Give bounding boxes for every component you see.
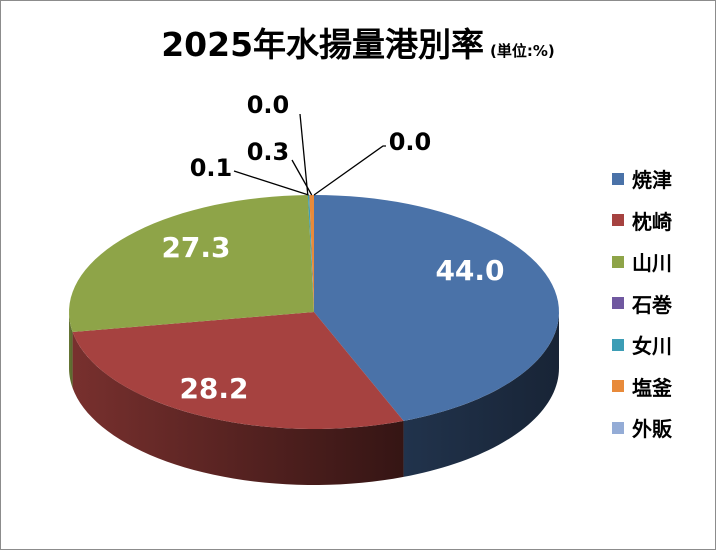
legend-label: 塩釜: [632, 375, 672, 400]
data-label-2: 28.2: [179, 372, 248, 405]
legend: 焼津枕崎山川石巻女川塩釜外販: [612, 158, 712, 449]
chart-unit-label: (単位:%): [490, 42, 555, 60]
legend-swatch: [612, 421, 624, 434]
legend-label: 山川: [632, 251, 672, 276]
legend-item: 石巻: [612, 283, 712, 325]
data-label-4: 0.0: [247, 91, 290, 119]
data-label-5: 0.1: [190, 154, 233, 182]
data-label-6: 0.3: [247, 138, 290, 166]
leader-line-5: [233, 170, 309, 196]
legend-swatch: [612, 172, 624, 185]
data-labels: 44.0 28.2 27.3 0.0 0.1 0.3 0.0: [161, 91, 504, 405]
legend-item: 女川: [612, 324, 712, 366]
legend-swatch: [612, 255, 624, 268]
leader-line-6: [291, 159, 313, 196]
data-label-3: 27.3: [161, 231, 230, 264]
data-label-1: 44.0: [435, 254, 504, 287]
legend-swatch: [612, 338, 624, 351]
legend-item: 山川: [612, 241, 712, 283]
legend-swatch: [612, 214, 624, 227]
pie-slice-1[interactable]: [314, 195, 559, 421]
pie-side-walls: [69, 312, 559, 485]
leader-line-7: [313, 145, 386, 196]
pie-slice-2[interactable]: [72, 312, 404, 429]
legend-item: 枕崎: [612, 200, 712, 242]
data-label-7: 0.0: [389, 128, 432, 156]
pie-slice-side-1: [403, 312, 559, 477]
pie-slice-3[interactable]: [69, 195, 314, 332]
pie-slice-side-2: [72, 331, 404, 485]
legend-item: 塩釜: [612, 366, 712, 408]
legend-swatch: [612, 380, 624, 393]
legend-item: 外販: [612, 407, 712, 449]
legend-item: 焼津: [612, 158, 712, 200]
pie-slice-side-3: [69, 312, 73, 388]
chart-title-block: 2025年水揚量港別率 (単位:%): [0, 18, 716, 66]
legend-label: 石巻: [632, 292, 672, 317]
chart-title: 2025年水揚量港別率: [161, 25, 485, 64]
legend-label: 外販: [632, 417, 672, 442]
legend-label: 焼津: [632, 168, 672, 193]
leader-line-4: [299, 113, 309, 196]
pie-slice-5[interactable]: [307, 195, 314, 312]
legend-label: 枕崎: [632, 209, 672, 234]
legend-swatch: [612, 297, 624, 310]
pie-slices: [69, 195, 559, 429]
pie-slice-6[interactable]: [309, 195, 314, 312]
legend-label: 女川: [632, 334, 672, 359]
